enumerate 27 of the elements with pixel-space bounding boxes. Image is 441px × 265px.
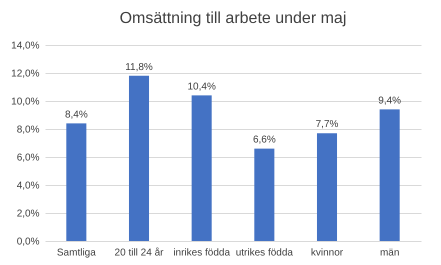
data-label: 11,8% [125, 62, 153, 73]
bar [66, 123, 86, 241]
y-tick-label: 4,0% [16, 180, 40, 192]
x-tick-label: kvinnor [310, 248, 344, 258]
bar [192, 95, 212, 241]
y-tick-label: 8,0% [16, 124, 40, 136]
y-tick-label: 10,0% [11, 96, 40, 108]
x-tick-label: 20 till 24 år [114, 246, 164, 258]
y-tick-label: 0,0% [16, 236, 40, 248]
x-tick-label: män [380, 248, 400, 258]
x-tick-label: utrikes födda [236, 248, 294, 258]
data-label: 8,4% [64, 109, 88, 120]
y-tick-label: 12,0% [11, 68, 40, 80]
bar [316, 133, 338, 241]
y-tick-label: 14,0% [11, 40, 40, 52]
data-label: 10,4% [187, 81, 216, 92]
y-tick-label: 6,0% [16, 152, 40, 164]
bar [254, 148, 274, 241]
data-label: 7,7% [316, 119, 339, 130]
bar [380, 109, 400, 241]
x-tick-label: inrikes födda [173, 248, 230, 258]
data-label: 9,4% [378, 95, 402, 106]
bar [128, 76, 150, 241]
y-tick-label: 2,0% [16, 208, 40, 220]
chart-title: Omsättning till arbete under maj [120, 10, 346, 27]
data-label: 6,6% [252, 134, 276, 146]
x-tick-label: Samtliga [56, 248, 96, 258]
